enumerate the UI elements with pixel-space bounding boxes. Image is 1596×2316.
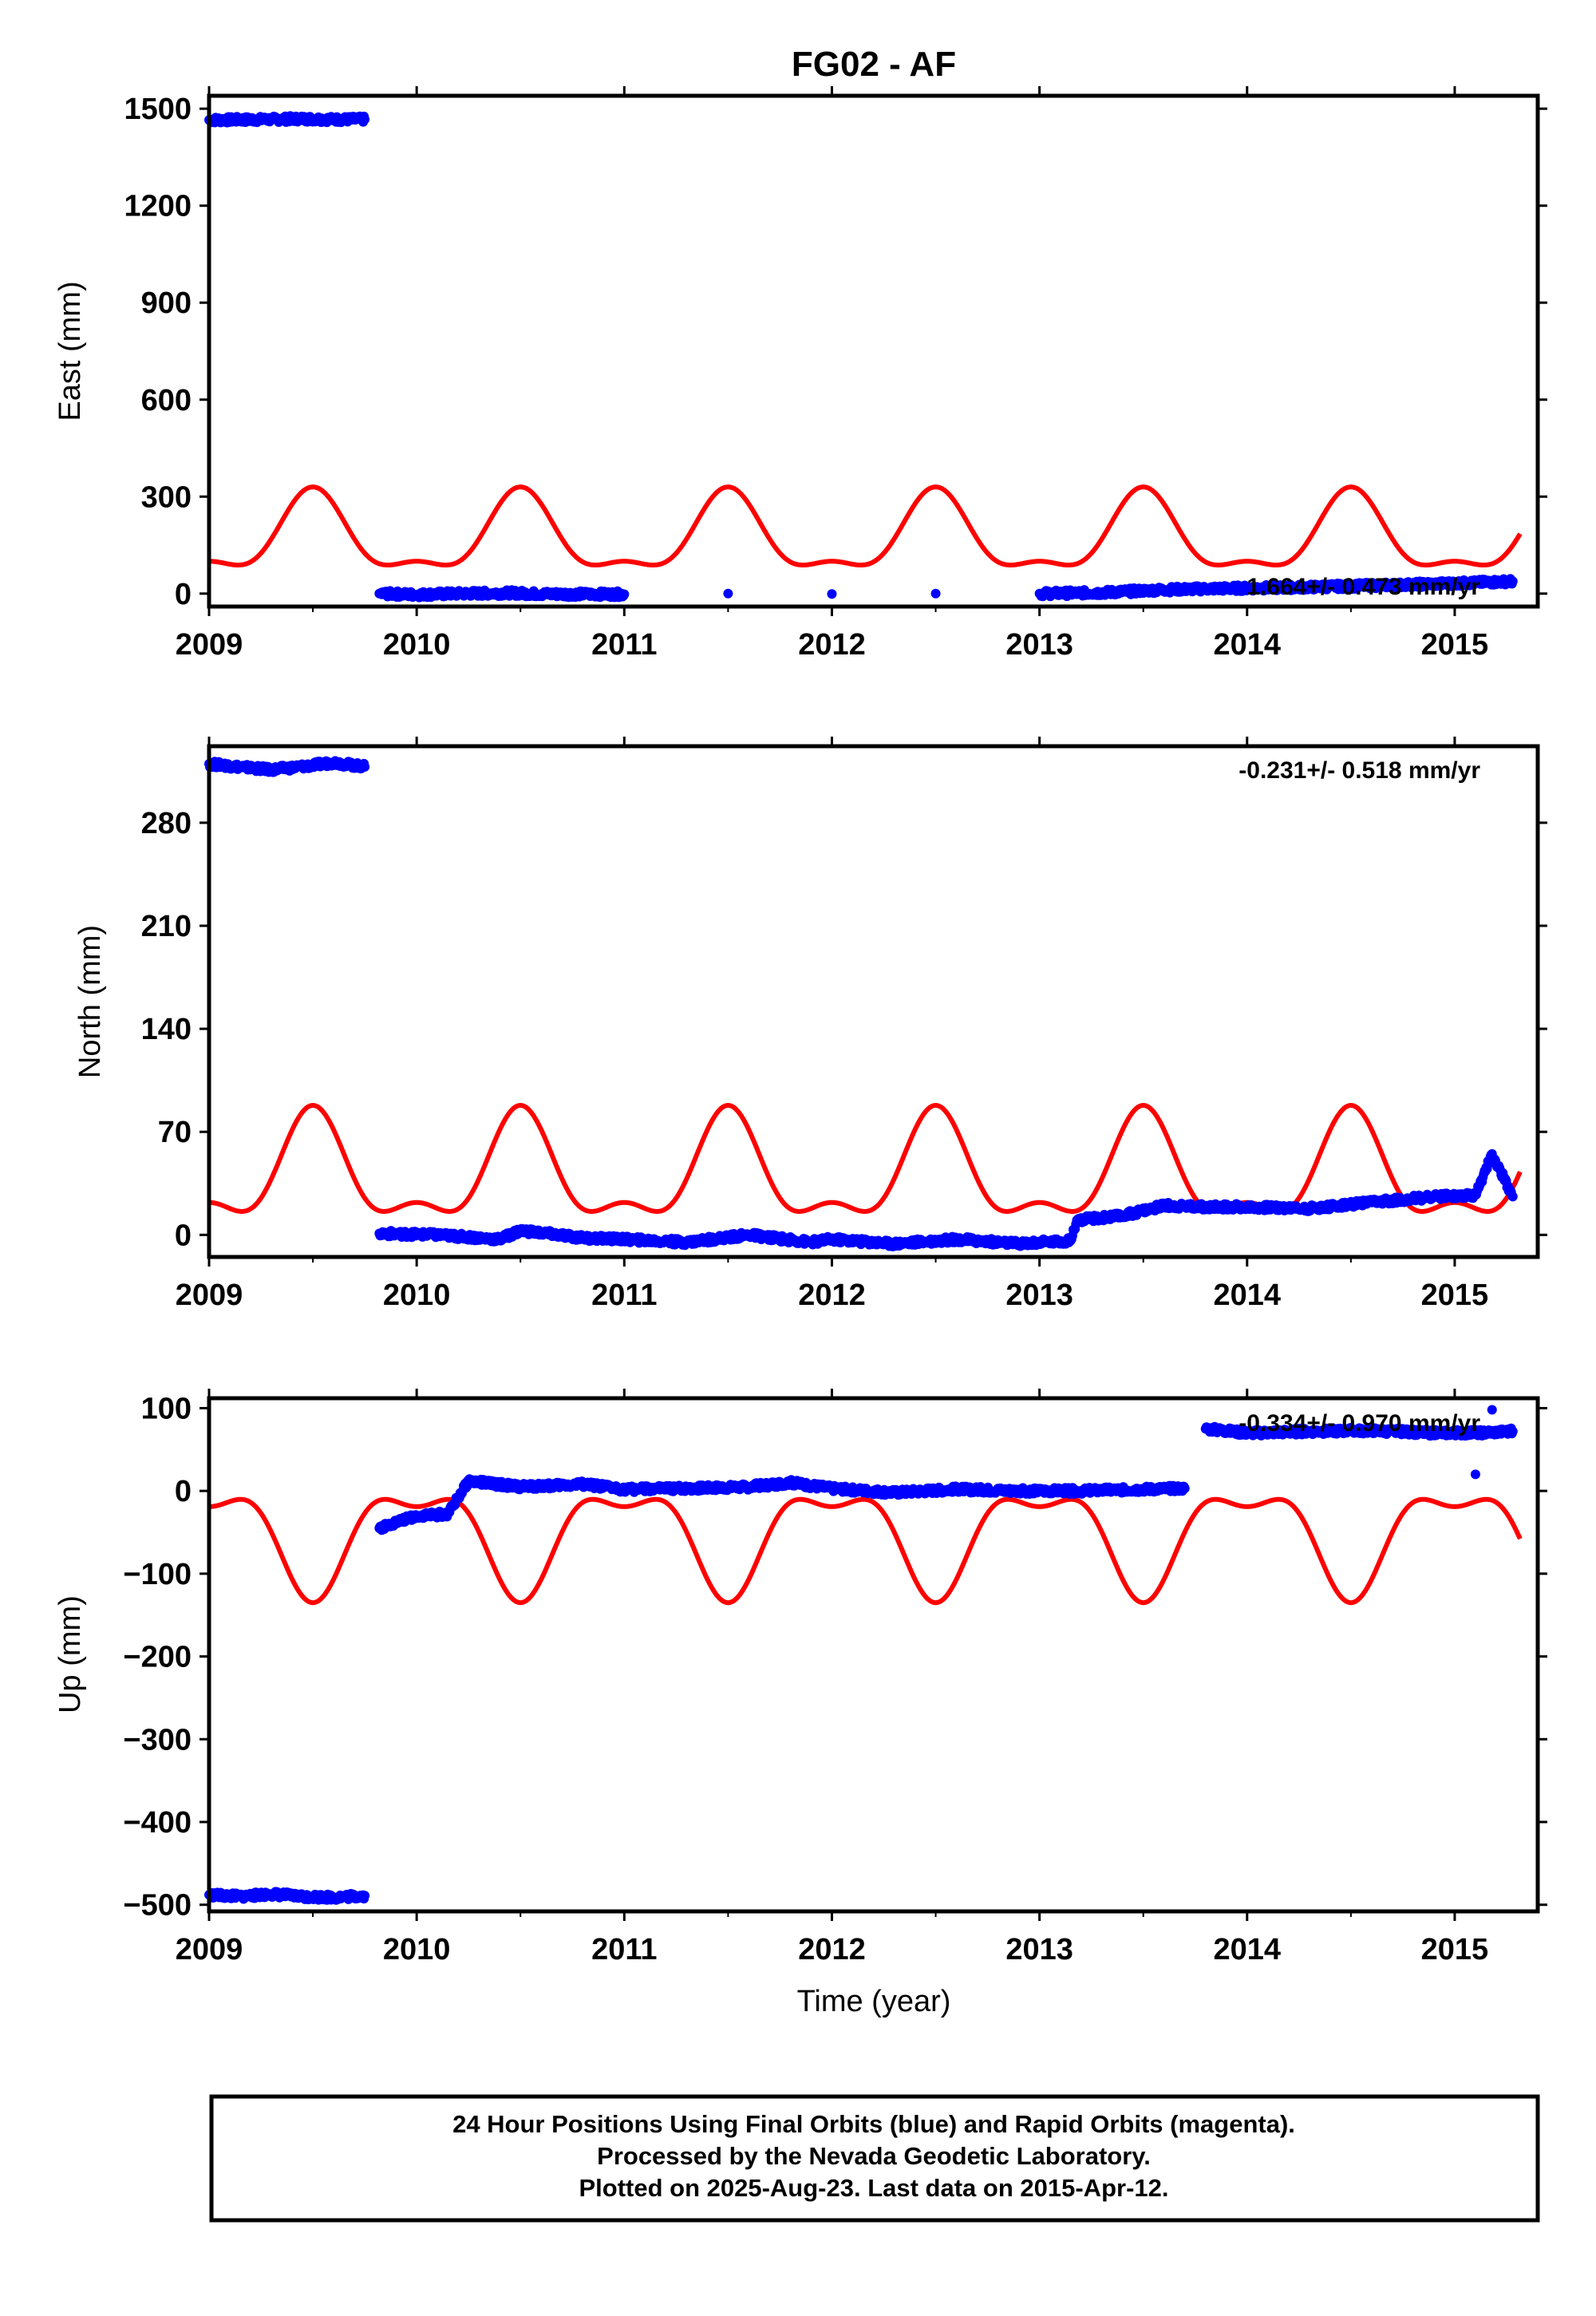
x-axis-label: Time (year) (797, 1985, 951, 2018)
north-model-line (209, 1102, 1523, 1214)
up-xtick-label: 2015 (1421, 1933, 1489, 1966)
up-data-point (1507, 1426, 1518, 1437)
up-ytick-label: −400 (123, 1806, 192, 1840)
up-plot-frame (207, 1396, 1540, 1914)
east-rate-label: 1.664+/- 0.473 mm/yr (1246, 574, 1480, 600)
east-data-point (1507, 576, 1518, 587)
east-data-points (204, 111, 1518, 603)
north-xtick-label: 2010 (383, 1279, 451, 1312)
north-xtick-label: 2011 (591, 1279, 657, 1312)
up-ytick-label: −500 (123, 1889, 192, 1923)
up-ytick-label: 100 (141, 1392, 192, 1425)
east-ytick-label: 300 (141, 480, 192, 514)
east-xtick-label: 2012 (798, 628, 866, 662)
up-rate-label: -0.334+/- 0.970 mm/yr (1238, 1410, 1480, 1437)
panel-north: 0 70 140 210 280 2009 2010 2011 2012 2013 2014 201… (73, 737, 1547, 1312)
east-data-point (723, 588, 733, 599)
north-ytick-label: 140 (141, 1013, 192, 1046)
panel-up: −500 −400 −300 −200 −100 0 100 2009 2010 2011 201… (53, 1389, 1547, 2018)
footer-frame (209, 2094, 1540, 2223)
up-data-point (360, 1891, 370, 1901)
east-xtick-label: 2015 (1421, 628, 1489, 662)
east-ytick-label: 600 (141, 384, 192, 417)
north-xtick-label: 2014 (1214, 1279, 1282, 1312)
up-seasonal-model-curve (208, 1496, 1523, 1606)
up-y-ticks: −500 −400 −300 −200 −100 0 100 (123, 1392, 1547, 1923)
footer-box: 24 Hour Positions Using Final Orbits (bl… (209, 2094, 1540, 2223)
north-x-ticks: 2009 2010 2011 2012 2013 2014 2015 (176, 737, 1488, 1312)
north-ytick-label: 280 (141, 807, 192, 840)
east-data-point (827, 589, 837, 599)
footer-line-3: Plotted on 2025-Aug-23. Last data on 201… (579, 2174, 1168, 2202)
north-xtick-label: 2015 (1421, 1279, 1489, 1312)
east-x-ticks: 2009 2010 2011 2012 2013 2014 2015 (176, 86, 1488, 662)
footer-line-2: Processed by the Nevada Geodetic Laborat… (597, 2142, 1151, 2170)
figure-title: FG02 - AF (792, 45, 956, 84)
up-data-point (1470, 1469, 1480, 1480)
up-xtick-label: 2010 (383, 1933, 451, 1966)
east-plot-frame (207, 93, 1540, 609)
east-y-axis-label: East (mm) (53, 281, 87, 421)
east-seasonal-model-curve (209, 484, 1523, 567)
north-data-points (204, 756, 1518, 1251)
up-y-axis-label: Up (mm) (53, 1595, 87, 1713)
up-ytick-label: 0 (175, 1475, 192, 1508)
east-y-ticks: 0 300 600 900 1200 1500 (124, 93, 1547, 611)
east-ytick-label: 900 (141, 287, 192, 320)
north-seasonal-model-curve (209, 1102, 1523, 1214)
north-data-point (360, 761, 370, 772)
up-xtick-label: 2014 (1214, 1933, 1282, 1966)
east-data-point (930, 588, 941, 599)
up-xtick-label: 2013 (1005, 1933, 1073, 1966)
east-xtick-label: 2014 (1214, 628, 1282, 662)
east-data-point (619, 589, 630, 599)
north-plot-frame (207, 744, 1540, 1259)
up-x-ticks: 2009 2010 2011 2012 2013 2014 2015 (176, 1389, 1488, 1966)
up-xtick-label: 2012 (798, 1933, 866, 1966)
north-xtick-label: 2013 (1005, 1279, 1073, 1312)
north-xtick-label: 2009 (176, 1279, 243, 1312)
east-ytick-label: 1200 (124, 190, 192, 223)
up-xtick-label: 2009 (176, 1933, 243, 1966)
north-ytick-label: 0 (175, 1219, 192, 1252)
north-ytick-label: 210 (141, 910, 192, 943)
up-model-line (208, 1496, 1523, 1606)
up-xtick-label: 2011 (591, 1933, 657, 1966)
east-ytick-label: 1500 (124, 93, 192, 126)
east-xtick-label: 2009 (176, 628, 243, 662)
north-data-point (1507, 1192, 1518, 1202)
east-xtick-label: 2011 (591, 628, 657, 662)
east-data-point (360, 114, 370, 124)
north-xtick-label: 2012 (798, 1279, 866, 1312)
east-model-line (209, 484, 1523, 567)
east-ytick-label: 0 (175, 578, 192, 611)
north-rate-label: -0.231+/- 0.518 mm/yr (1238, 757, 1480, 784)
east-xtick-label: 2010 (383, 628, 451, 662)
north-y-axis-label: North (mm) (73, 925, 107, 1078)
up-data-points (204, 1405, 1518, 1905)
north-y-ticks: 0 70 140 210 280 (141, 807, 1547, 1252)
up-ytick-label: −300 (123, 1723, 192, 1757)
north-ytick-label: 70 (158, 1116, 192, 1149)
footer-line-1: 24 Hour Positions Using Final Orbits (bl… (452, 2110, 1295, 2138)
up-ytick-label: −100 (123, 1558, 192, 1591)
up-data-point (1179, 1484, 1190, 1494)
up-ytick-label: −200 (123, 1641, 192, 1674)
up-data-point (1487, 1405, 1497, 1415)
east-xtick-label: 2013 (1005, 628, 1073, 662)
